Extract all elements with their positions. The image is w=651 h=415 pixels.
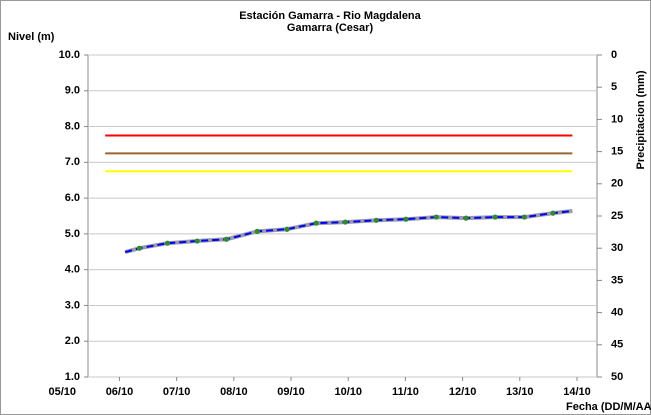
y-tick-label: 10.0 [59,49,80,61]
data-point [254,228,260,234]
x-axis-label: Fecha (DD/M/AA [566,401,651,413]
x-tick-label: 14/10 [563,386,591,398]
chart-subtitle: Gamarra (Cesar) [287,22,374,34]
data-point [521,214,527,220]
data-point [373,217,379,223]
x-tick-label: 10/10 [334,386,362,398]
y-tick-label: 5.0 [65,228,80,240]
y2-tick-label: 40 [611,307,623,319]
y2-tick-label: 25 [611,210,623,222]
y-axis-label: Nivel (m) [8,31,55,43]
y2-tick-label: 5 [611,81,617,93]
data-point [194,238,200,244]
y2-tick-label: 10 [611,113,623,125]
y-tick-label: 3.0 [65,299,80,311]
y2-tick-label: 35 [611,274,623,286]
data-point [492,214,498,220]
y2-tick-label: 45 [611,339,623,351]
x-tick-label: 13/10 [506,386,534,398]
x-tick-label: 08/10 [220,386,248,398]
chart-title: Estación Gamarra - Rio Magdalena [239,10,421,22]
data-point [342,219,348,225]
y-tick-label: 6.0 [65,192,80,204]
y2-tick-label: 20 [611,178,623,190]
x-tick-label: 09/10 [277,386,305,398]
y-tick-label: 1.0 [65,371,80,383]
y-tick-label: 9.0 [65,85,80,97]
y2-tick-label: 15 [611,146,623,158]
x-tick-label: 12/10 [449,386,477,398]
y-tick-label: 8.0 [65,120,80,132]
x-tick-label: 06/10 [106,386,134,398]
y-tick-label: 7.0 [65,156,80,168]
y-tick-label: 2.0 [65,335,80,347]
y2-tick-label: 0 [611,49,617,61]
data-point [223,236,230,242]
data-point [284,226,290,232]
x-tick-label: 05/10 [48,386,76,398]
x-tick-label: 11/10 [392,386,419,398]
x-tick-label: 07/10 [163,386,191,398]
y2-axis-label: Precipitacion (mm) [635,70,647,169]
y2-tick-label: 50 [611,371,623,383]
data-point [164,240,171,246]
data-point [463,215,469,221]
y2-tick-label: 30 [611,242,623,254]
data-point [403,216,409,222]
data-point [136,245,143,251]
y-tick-label: 4.0 [65,264,80,276]
data-point [313,220,319,226]
data-point [550,210,556,216]
data-point [433,214,439,220]
